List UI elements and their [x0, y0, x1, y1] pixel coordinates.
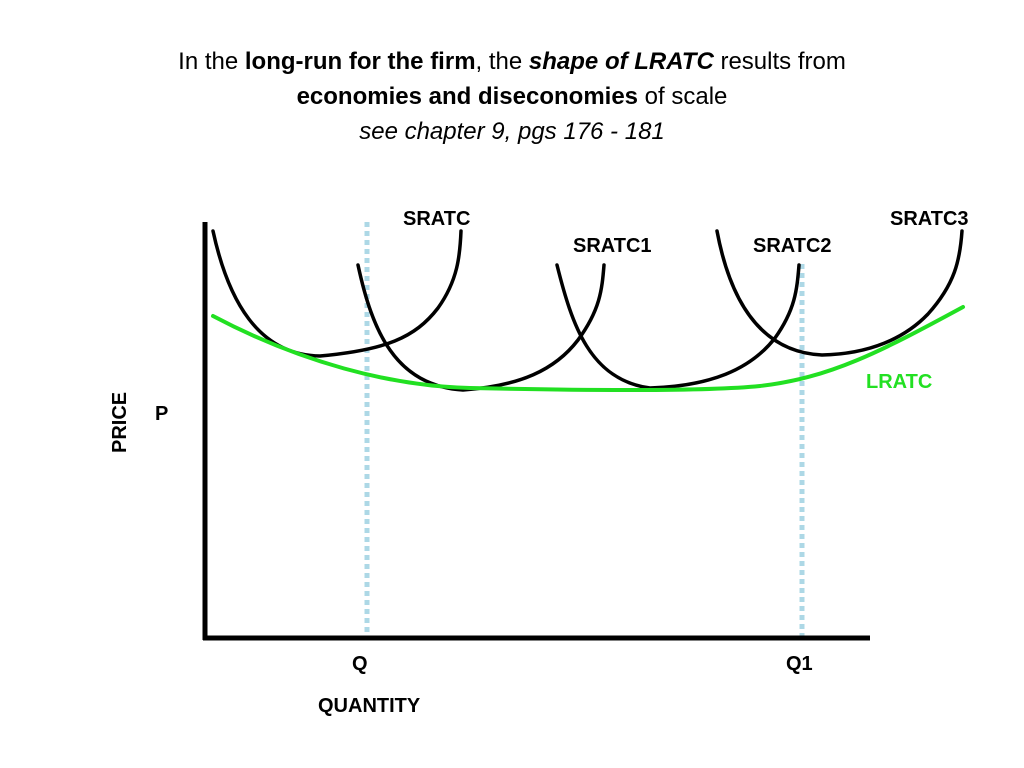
- sratc2-label: SRATC2: [753, 235, 832, 257]
- lratc-curve: [211, 305, 965, 392]
- x-axis-title: QUANTITY: [318, 695, 421, 717]
- title-text: results from: [713, 48, 846, 75]
- title-text: In the: [178, 48, 245, 75]
- lratc-label: LRATC: [866, 371, 932, 393]
- y-axis-title: PRICE: [109, 392, 131, 453]
- sratc3-curve: [715, 229, 964, 357]
- sratc-label: SRATC: [403, 208, 470, 230]
- title-text: , the: [475, 48, 529, 75]
- title-line-1: In the long-run for the firm, the shape …: [0, 44, 1024, 79]
- title-text: of scale: [638, 83, 728, 110]
- slide-title: In the long-run for the firm, the shape …: [0, 44, 1024, 149]
- sratc1-curve: [356, 263, 606, 392]
- title-emphasis-economies: economies and diseconomies: [296, 83, 639, 110]
- title-line-3: see chapter 9, pgs 176 - 181: [359, 118, 665, 145]
- quantity-mark-q: Q: [352, 653, 368, 675]
- title-emphasis-shape: shape of LRATC: [528, 48, 714, 75]
- sratc2-curve: [555, 263, 801, 390]
- sratc3-label: SRATC3: [890, 208, 969, 230]
- sratc-curve: [211, 229, 463, 358]
- sratc1-label: SRATC1: [573, 235, 652, 257]
- price-label: P: [155, 403, 168, 425]
- quantity-mark-q1: Q1: [786, 653, 813, 675]
- title-line-2: economies and diseconomies of scale: [0, 79, 1024, 114]
- title-emphasis-long-run: long-run for the firm: [244, 48, 476, 75]
